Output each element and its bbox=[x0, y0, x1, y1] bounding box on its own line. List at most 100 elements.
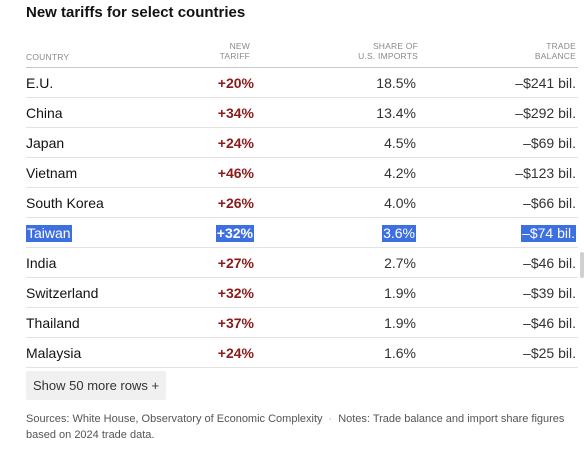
column-header-balance-line1: TRADE bbox=[546, 41, 576, 51]
cell-share-of-imports: 1.9% bbox=[384, 278, 416, 308]
cell-trade-balance-text: –$69 bil. bbox=[523, 135, 576, 151]
cell-share-of-imports-text: 4.2% bbox=[384, 165, 416, 181]
column-header-new-tariff[interactable]: NEW TARIFF bbox=[220, 41, 250, 61]
cell-new-tariff: +20% bbox=[218, 68, 254, 98]
cell-trade-balance-text: –$66 bil. bbox=[523, 195, 576, 211]
cell-new-tariff-text: +24% bbox=[217, 135, 254, 151]
cell-trade-balance: –$292 bil. bbox=[515, 98, 576, 128]
cell-share-of-imports: 4.2% bbox=[384, 158, 416, 188]
cell-new-tariff-text: +37% bbox=[217, 315, 254, 331]
cell-country: India bbox=[26, 248, 56, 278]
column-header-balance-line2: BALANCE bbox=[534, 51, 576, 61]
table-row[interactable]: South Korea +26% 4.0% –$66 bil. bbox=[26, 188, 578, 218]
cell-trade-balance-text: –$292 bil. bbox=[515, 105, 576, 121]
cell-share-of-imports-text: 4.0% bbox=[384, 195, 416, 211]
column-header-share-line1: SHARE OF bbox=[372, 41, 418, 51]
column-header-country[interactable]: COUNTRY bbox=[26, 52, 70, 62]
cell-trade-balance: –$123 bil. bbox=[515, 158, 576, 188]
table-title: New tariffs for select countries bbox=[26, 4, 246, 21]
cell-new-tariff-text: +46% bbox=[217, 165, 254, 181]
cell-share-of-imports: 1.9% bbox=[384, 308, 416, 338]
cell-new-tariff: +32% bbox=[218, 278, 254, 308]
cell-new-tariff: +37% bbox=[218, 308, 254, 338]
cell-trade-balance: –$46 bil. bbox=[523, 308, 576, 338]
cell-trade-balance: –$241 bil. bbox=[515, 68, 576, 98]
cell-country-text: Thailand bbox=[26, 315, 80, 331]
cell-new-tariff: +46% bbox=[218, 158, 254, 188]
cell-share-of-imports: 4.0% bbox=[384, 188, 416, 218]
cell-new-tariff-text: +24% bbox=[217, 345, 254, 361]
cell-country: Taiwan bbox=[26, 218, 72, 248]
cell-new-tariff: +24% bbox=[218, 128, 254, 158]
cell-new-tariff-text: +32% bbox=[215, 224, 254, 242]
cell-share-of-imports: 1.6% bbox=[384, 338, 416, 368]
cell-new-tariff: +34% bbox=[218, 98, 254, 128]
cell-country-text: China bbox=[26, 105, 63, 121]
cell-country: South Korea bbox=[26, 188, 104, 218]
cell-country-text: India bbox=[26, 255, 57, 271]
cell-share-of-imports-text: 18.5% bbox=[376, 75, 416, 91]
cell-share-of-imports: 2.7% bbox=[384, 248, 416, 278]
column-header-new-tariff-line1: NEW bbox=[229, 41, 250, 51]
cell-share-of-imports-text: 13.4% bbox=[376, 105, 416, 121]
table-row[interactable]: Thailand +37% 1.9% –$46 bil. bbox=[26, 308, 578, 338]
table-body: E.U. +20% 18.5% –$241 bil. China +34% 13.4% –$2… bbox=[26, 68, 578, 368]
cell-new-tariff: +26% bbox=[218, 188, 254, 218]
cell-country-text: Switzerland bbox=[26, 285, 99, 301]
table-row[interactable]: Vietnam +46% 4.2% –$123 bil. bbox=[26, 158, 578, 188]
cell-share-of-imports-text: 1.9% bbox=[384, 315, 416, 331]
table-row[interactable]: Malaysia +24% 1.6% –$25 bil. bbox=[26, 338, 578, 368]
table-row[interactable]: India +27% 2.7% –$46 bil. bbox=[26, 248, 578, 278]
cell-country: Japan bbox=[26, 128, 64, 158]
tariff-table: COUNTRY NEW TARIFF SHARE OF U.S. IMPORTS… bbox=[26, 40, 578, 368]
table-row[interactable]: Taiwan +32% 3.6% –$74 bil. bbox=[26, 218, 578, 248]
table-row[interactable]: Japan +24% 4.5% –$69 bil. bbox=[26, 128, 578, 158]
footnote: Sources: White House, Observatory of Eco… bbox=[26, 411, 566, 443]
column-header-share-line2: U.S. IMPORTS bbox=[358, 51, 418, 61]
cell-share-of-imports: 3.6% bbox=[382, 218, 416, 248]
cell-trade-balance: –$25 bil. bbox=[523, 338, 576, 368]
cell-share-of-imports-text: 1.6% bbox=[384, 345, 416, 361]
cell-country: Thailand bbox=[26, 308, 80, 338]
cell-country: China bbox=[26, 98, 63, 128]
cell-trade-balance-text: –$46 bil. bbox=[523, 315, 576, 331]
cell-country-text: South Korea bbox=[26, 195, 104, 211]
cell-trade-balance: –$74 bil. bbox=[521, 218, 576, 248]
cell-trade-balance: –$66 bil. bbox=[523, 188, 576, 218]
cell-new-tariff-text: +27% bbox=[217, 255, 254, 271]
footnote-sources: Sources: White House, Observatory of Eco… bbox=[26, 413, 323, 425]
cell-country: Switzerland bbox=[26, 278, 98, 308]
table-row[interactable]: China +34% 13.4% –$292 bil. bbox=[26, 98, 578, 128]
cell-new-tariff-text: +26% bbox=[217, 195, 254, 211]
table-row[interactable]: Switzerland +32% 1.9% –$39 bil. bbox=[26, 278, 578, 308]
cell-country-text: Malaysia bbox=[26, 345, 82, 361]
cell-share-of-imports-text: 3.6% bbox=[382, 224, 416, 242]
cell-trade-balance-text: –$39 bil. bbox=[523, 285, 576, 301]
cell-country: Vietnam bbox=[26, 158, 77, 188]
cell-new-tariff: +27% bbox=[218, 248, 254, 278]
cell-trade-balance-text: –$25 bil. bbox=[523, 345, 576, 361]
cell-trade-balance-text: –$123 bil. bbox=[515, 165, 576, 181]
cell-share-of-imports: 4.5% bbox=[384, 128, 416, 158]
cell-trade-balance-text: –$74 bil. bbox=[521, 224, 576, 242]
cell-new-tariff: +32% bbox=[215, 218, 254, 248]
cell-country: Malaysia bbox=[26, 338, 81, 368]
footnote-notes: Notes: Trade balance and import share fi… bbox=[26, 413, 565, 441]
table-header: COUNTRY NEW TARIFF SHARE OF U.S. IMPORTS… bbox=[26, 40, 578, 68]
cell-trade-balance: –$39 bil. bbox=[523, 278, 576, 308]
cell-share-of-imports-text: 2.7% bbox=[384, 255, 416, 271]
cell-new-tariff-text: +34% bbox=[217, 105, 254, 121]
footnote-separator: · bbox=[328, 413, 333, 425]
column-header-trade-balance[interactable]: TRADE BALANCE bbox=[535, 41, 576, 61]
cell-trade-balance-text: –$46 bil. bbox=[523, 255, 576, 271]
cell-share-of-imports-text: 4.5% bbox=[384, 135, 416, 151]
cell-share-of-imports-text: 1.9% bbox=[384, 285, 416, 301]
cell-share-of-imports: 13.4% bbox=[376, 98, 416, 128]
column-header-share-of-imports[interactable]: SHARE OF U.S. IMPORTS bbox=[358, 41, 418, 61]
scrollbar-thumb[interactable] bbox=[580, 252, 584, 278]
cell-new-tariff: +24% bbox=[218, 338, 254, 368]
cell-country-text: E.U. bbox=[26, 75, 54, 91]
show-more-rows-button[interactable]: Show 50 more rows + bbox=[26, 371, 167, 400]
table-row[interactable]: E.U. +20% 18.5% –$241 bil. bbox=[26, 68, 578, 98]
cell-country: E.U. bbox=[26, 68, 53, 98]
